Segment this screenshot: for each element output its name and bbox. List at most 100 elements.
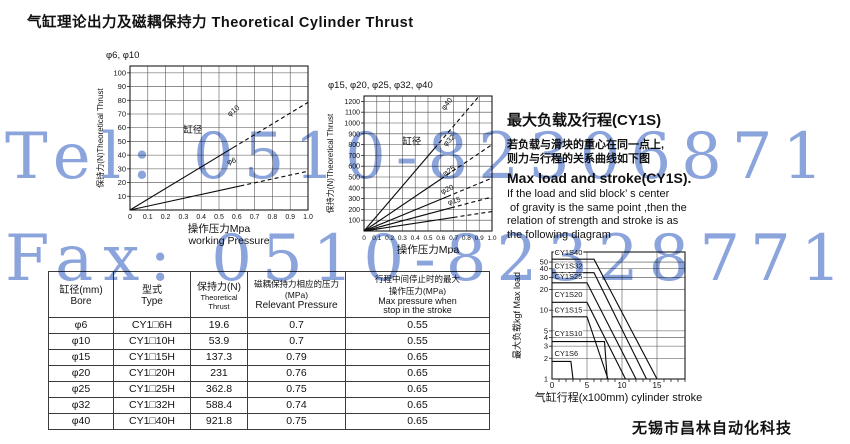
svg-text:0.2: 0.2 [385, 235, 394, 242]
svg-text:1: 1 [544, 375, 548, 384]
table-cell: 0.55 [345, 332, 490, 350]
svg-text:20: 20 [540, 285, 548, 294]
table-cell: 137.3 [190, 348, 248, 366]
svg-text:0.4: 0.4 [196, 214, 206, 221]
chart-svg: 0 5 10 15504030201054321CY1S40CY1S32CY1S25C… [511, 247, 702, 404]
svg-text:0.3: 0.3 [398, 235, 407, 242]
svg-text:CY1S10: CY1S10 [554, 329, 582, 338]
table-cell: φ40 [48, 412, 114, 430]
svg-text:900: 900 [348, 131, 360, 138]
svg-text:working Pressure: working Pressure [187, 235, 269, 247]
chart-svg: 0 0.1 0.2 0.3 0.4 0.5 0.6 0.7 0.8 0.9 1.0 100 200 300… [325, 80, 497, 256]
svg-text:φ40: φ40 [439, 96, 454, 112]
svg-text:φ10: φ10 [225, 103, 241, 118]
thrust-chart-small-bores: 0 0.1 0.2 0.3 0.4 0.5 0.6 0.7 0.8 0.9 1.0 10 20 30 40 5… [94, 46, 324, 251]
svg-text:CY1S25: CY1S25 [554, 272, 582, 281]
svg-text:缸径: 缸径 [402, 136, 422, 148]
table-row: φ20 CY1□20H 231 0.76 0.65 [48, 364, 490, 382]
max-load-stroke-chart: 0 5 10 15 50 40 30 20 10 5 4 3 2 1 CY1S40 CY1S32 CY1S25 C… [504, 242, 724, 412]
svg-text:10: 10 [618, 381, 627, 390]
svg-text:0.2: 0.2 [161, 214, 171, 221]
spec-table-body: φ6 CY1□6H 19.6 0.7 0.55 φ10 CY1□10H 53.9 0.7 0.55… [48, 316, 490, 430]
svg-text:φ20: φ20 [439, 183, 455, 197]
svg-text:10: 10 [540, 306, 548, 315]
table-cell: φ15 [48, 348, 114, 366]
svg-text:φ25: φ25 [441, 163, 457, 178]
svg-text:φ15: φ15 [447, 195, 462, 207]
svg-text:2: 2 [544, 354, 548, 363]
svg-text:操作压力Mpa: 操作压力Mpa [397, 243, 460, 254]
table-cell: CY1□10H [113, 332, 191, 350]
svg-text:100: 100 [113, 68, 126, 77]
svg-text:1.0: 1.0 [487, 235, 496, 242]
info-heading-en: Max load and stroke(CY1S). [507, 170, 692, 187]
table-row: φ6 CY1□6H 19.6 0.7 0.55 [48, 316, 490, 334]
svg-text:0: 0 [362, 235, 366, 242]
table-cell: 0.65 [345, 364, 490, 382]
table-cell: 0.76 [247, 364, 346, 382]
table-cell: 921.8 [190, 412, 248, 430]
svg-text:700: 700 [348, 153, 360, 160]
svg-text:CY1S32: CY1S32 [554, 262, 582, 271]
table-cell: 53.9 [190, 332, 248, 350]
svg-text:0.1: 0.1 [372, 235, 381, 242]
svg-text:φ6: φ6 [226, 155, 237, 166]
svg-text:0.3: 0.3 [179, 214, 189, 221]
svg-text:CY1S20: CY1S20 [554, 290, 582, 299]
table-cell: φ32 [48, 396, 114, 414]
svg-text:0.5: 0.5 [423, 235, 432, 242]
svg-text:90: 90 [118, 82, 126, 91]
table-row: φ15 CY1□15H 137.3 0.79 0.65 [48, 348, 490, 366]
table-cell: 0.75 [247, 412, 346, 430]
table-cell: CY1□6H [113, 316, 191, 334]
svg-text:80: 80 [118, 96, 126, 105]
svg-text:0.7: 0.7 [250, 214, 260, 221]
table-cell: CY1□40H [113, 412, 191, 430]
thrust-chart-large-bores: 0 0.1 0.2 0.3 0.4 0.5 0.6 0.7 0.8 0.9 1.0 100 200 300… [324, 74, 514, 256]
table-cell: 231 [190, 364, 248, 382]
table-row: φ10 CY1□10H 53.9 0.7 0.55 [48, 332, 490, 350]
svg-text:100: 100 [348, 218, 360, 225]
svg-text:φ15, φ20, φ25, φ32, φ40: φ15, φ20, φ25, φ32, φ40 [328, 80, 433, 91]
spec-table-container: 缸径(mm) Bore 型式 Type 保持力(N) Theoretical Thrust… [48, 271, 490, 430]
svg-text:最大负载kgf Max load: 最大负载kgf Max load [511, 272, 522, 359]
svg-text:10: 10 [118, 192, 126, 201]
spec-table-header-cell: 型式 Type [113, 271, 191, 318]
table-cell: 0.65 [345, 396, 490, 414]
svg-text:0.1: 0.1 [143, 214, 153, 221]
svg-text:300: 300 [348, 196, 360, 203]
spec-table-header-cell: 缸径(mm) Bore [48, 271, 114, 318]
table-cell: 0.65 [345, 412, 490, 430]
svg-text:CY1S6: CY1S6 [554, 349, 578, 358]
spec-table: 缸径(mm) Bore 型式 Type 保持力(N) Theoretical Thrust… [48, 271, 490, 430]
svg-text:20: 20 [118, 178, 126, 187]
svg-text:5: 5 [544, 326, 548, 335]
svg-text:800: 800 [348, 142, 360, 149]
table-cell: 0.7 [247, 316, 346, 334]
svg-text:600: 600 [348, 164, 360, 171]
svg-text:400: 400 [348, 185, 360, 192]
svg-text:0.8: 0.8 [268, 214, 278, 221]
svg-text:0.6: 0.6 [232, 214, 242, 221]
table-cell: 0.79 [247, 348, 346, 366]
svg-text:φ6, φ10: φ6, φ10 [106, 50, 139, 61]
table-row: φ40 CY1□40H 921.8 0.75 0.65 [48, 412, 490, 430]
table-cell: CY1□15H [113, 348, 191, 366]
spec-table-header-cell: 保持力(N) Theoretical Thrust [190, 271, 248, 318]
svg-text:50: 50 [540, 258, 548, 267]
spec-table-header-cell: 行程中间停止时的最大 操作压力(MPa) Max pressure when stop… [345, 271, 490, 318]
svg-text:40: 40 [540, 264, 548, 273]
table-cell: φ20 [48, 364, 114, 382]
svg-text:500: 500 [348, 175, 360, 182]
table-cell: φ25 [48, 380, 114, 398]
max-load-info-panel: 最大负载及行程(CY1S) 若负载与滑块的重心在同一点上, 则力与行程的关系曲线… [507, 112, 727, 243]
svg-text:保持力(N)Theoretical Thrust: 保持力(N)Theoretical Thrust [325, 113, 335, 213]
svg-text:4: 4 [544, 333, 548, 342]
svg-text:30: 30 [118, 164, 126, 173]
spec-table-header-cell: 磁耦保持力相应的压力 (MPa) Relevant Pressure [247, 271, 346, 318]
svg-text:1100: 1100 [345, 110, 360, 117]
table-cell: 0.75 [247, 380, 346, 398]
svg-text:保持力(N)Theoretical Thrust: 保持力(N)Theoretical Thrust [95, 88, 105, 188]
svg-text:CY1S40: CY1S40 [554, 248, 582, 257]
